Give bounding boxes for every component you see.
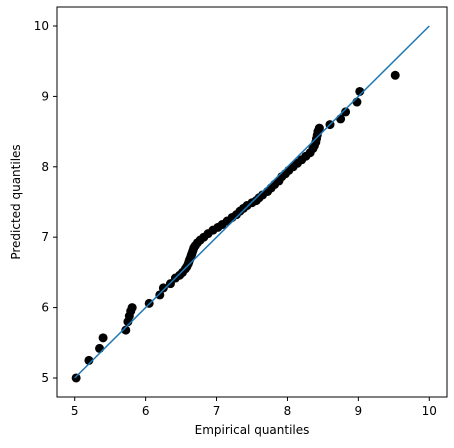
x-tick-label: 5 bbox=[71, 404, 79, 418]
y-tick-label: 8 bbox=[41, 160, 49, 174]
scatter-points bbox=[71, 70, 400, 383]
reference-line-group bbox=[74, 25, 430, 379]
y-tick-label: 9 bbox=[41, 89, 49, 103]
x-axis-ticks: 5 6 7 8 9 10 bbox=[71, 397, 437, 418]
data-point bbox=[352, 97, 362, 107]
reference-line bbox=[74, 25, 430, 379]
y-tick-label: 10 bbox=[34, 19, 49, 33]
data-point bbox=[121, 325, 131, 335]
data-point bbox=[314, 123, 324, 133]
y-tick-label: 6 bbox=[41, 301, 49, 315]
data-point bbox=[158, 283, 168, 293]
data-point bbox=[127, 303, 137, 313]
x-tick-label: 10 bbox=[422, 404, 437, 418]
data-point bbox=[71, 373, 81, 383]
x-tick-label: 6 bbox=[142, 404, 150, 418]
x-tick-label: 9 bbox=[355, 404, 363, 418]
x-tick-label: 7 bbox=[213, 404, 221, 418]
x-axis-title: Empirical quantiles bbox=[195, 423, 310, 437]
y-tick-label: 5 bbox=[41, 371, 49, 385]
x-tick-label: 8 bbox=[284, 404, 292, 418]
data-point bbox=[390, 70, 400, 80]
y-axis-title: Predicted quantiles bbox=[9, 144, 23, 259]
data-point bbox=[341, 107, 351, 117]
y-axis-ticks: 5 6 7 8 9 10 bbox=[34, 19, 57, 385]
y-tick-label: 7 bbox=[41, 230, 49, 244]
data-point bbox=[95, 343, 105, 353]
data-point bbox=[155, 290, 165, 300]
plot-frame bbox=[56, 6, 448, 398]
data-point bbox=[98, 333, 108, 343]
